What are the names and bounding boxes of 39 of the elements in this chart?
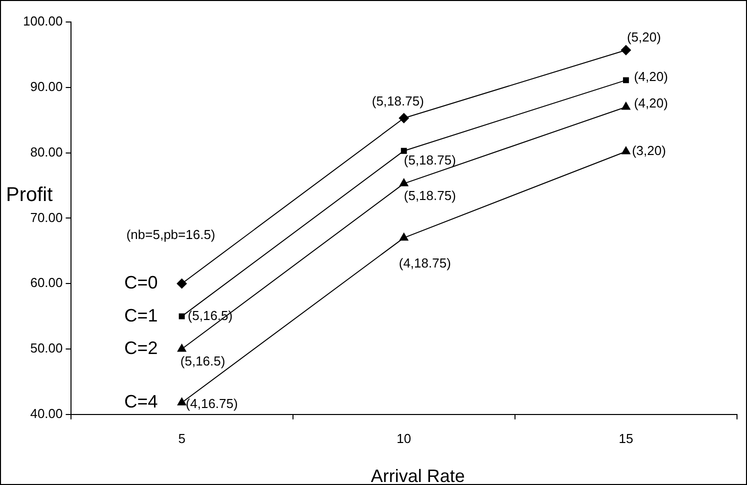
y-tick-label: 80.00 [30, 144, 63, 160]
point [177, 344, 186, 352]
annotation: (5,18.75) [404, 188, 456, 204]
x-tick-label: 15 [618, 430, 634, 446]
point [622, 77, 629, 84]
annotation: (3,20) [632, 143, 666, 158]
y-tick-label: 70.00 [30, 210, 63, 225]
annotation: (5,18.75) [372, 94, 424, 109]
annotation: (4,20) [634, 96, 668, 111]
x-axis-title: Arrival Rate [370, 466, 465, 485]
point [177, 398, 186, 406]
point [398, 113, 409, 124]
y-tick-label: 90.00 [30, 78, 63, 94]
annotation: (4,18.75) [398, 255, 451, 270]
point [622, 146, 630, 154]
annotation: (4,20) [634, 68, 668, 84]
point [400, 148, 407, 154]
x-tick-label: 10 [396, 430, 412, 446]
y-tick-label: 60.00 [30, 275, 63, 290]
series-label: C=4 [124, 392, 158, 412]
series-label: C=0 [124, 272, 158, 293]
annotation: (nb=5,pb=16.5) [126, 227, 216, 242]
annotation: (5,18.75) [404, 152, 456, 168]
point [620, 45, 631, 56]
y-tick-label: 50.00 [30, 340, 63, 356]
y-axis-title: Profit [6, 184, 54, 206]
y-tick-label: 100.00 [22, 14, 63, 29]
annotation: (4,16.75) [186, 396, 238, 412]
point [622, 102, 630, 110]
point [178, 313, 185, 320]
point [399, 232, 408, 241]
annotation: (5,20) [626, 30, 661, 45]
point [399, 178, 408, 186]
series-label: C=1 [124, 305, 158, 326]
x-tick-label: 5 [178, 430, 186, 446]
annotation: (5,16.5) [180, 354, 226, 369]
y-tick-label: 40.00 [30, 406, 63, 421]
point [176, 278, 187, 289]
series-label: C=2 [124, 338, 158, 358]
